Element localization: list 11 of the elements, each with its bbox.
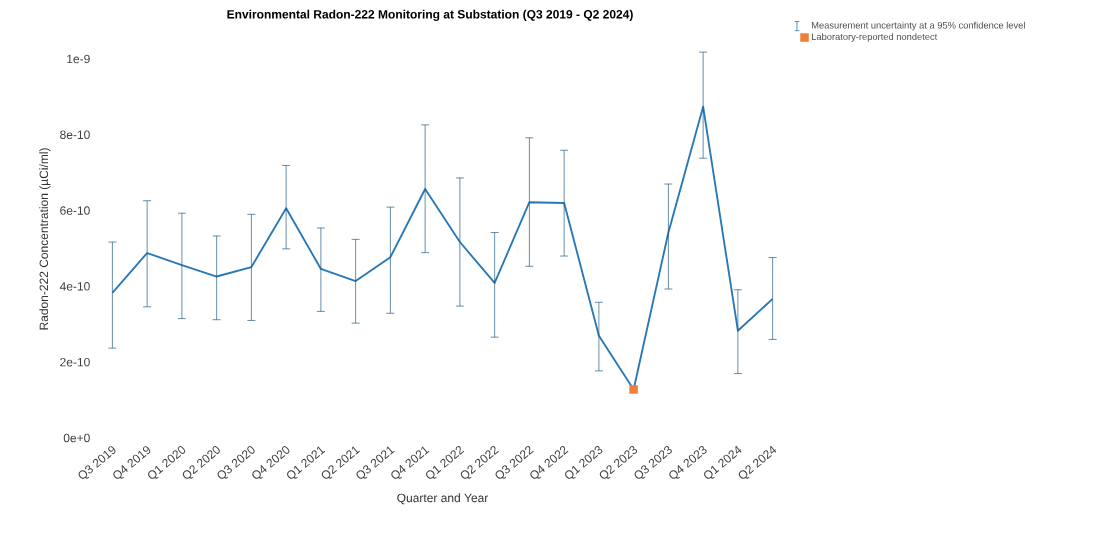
chart-title: Environmental Radon-222 Monitoring at Substation (Q3 2019 - Q2 2024) bbox=[227, 9, 633, 21]
legend-label: Laboratory-reported nondetect bbox=[811, 33, 938, 42]
x-axis-title: Quarter and Year bbox=[397, 493, 489, 505]
y-tick-label: 0e+0 bbox=[63, 433, 90, 443]
y-tick-label: 4e-10 bbox=[59, 282, 90, 291]
y-tick-label: 1e-9 bbox=[67, 54, 90, 64]
y-axis-title: Radon-222 Concentration (µCi/ml) bbox=[39, 148, 51, 330]
y-tick-label: 2e-10 bbox=[60, 357, 90, 367]
legend-label: Measurement uncertainty at a 95% confidence level bbox=[811, 21, 1025, 31]
y-tick-label: 6e-10 bbox=[60, 206, 90, 215]
y-tick-label: 8e-10 bbox=[60, 130, 90, 140]
